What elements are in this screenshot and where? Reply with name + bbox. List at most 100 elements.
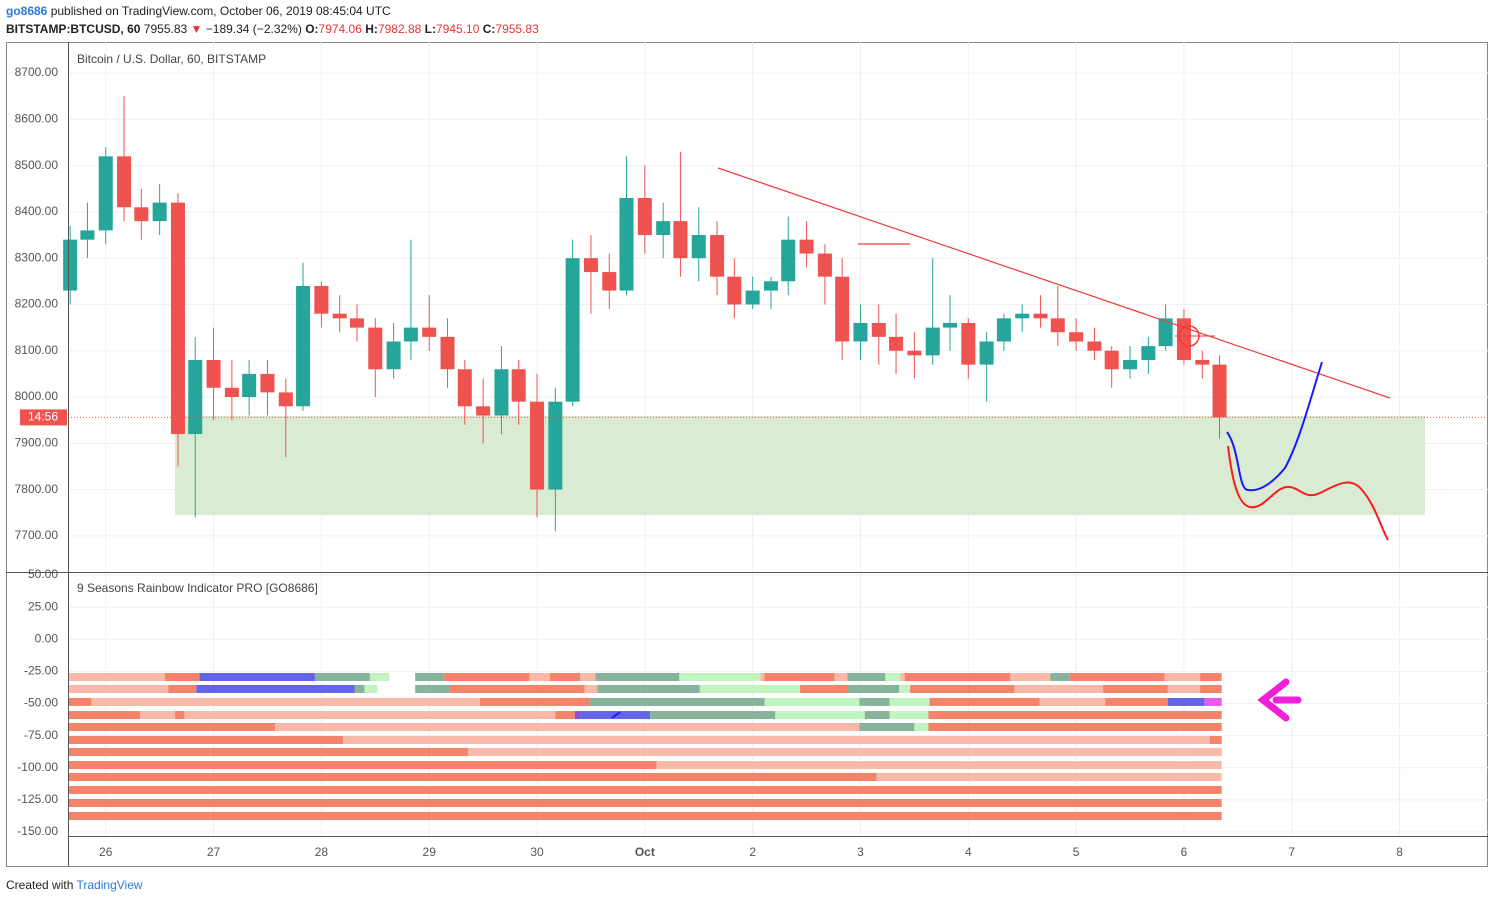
rainbow-segment: [889, 711, 929, 720]
rainbow-segment: [68, 673, 166, 682]
rainbow-segment: [800, 684, 848, 693]
rainbow-segment: [354, 684, 365, 693]
candle-body: [1104, 350, 1119, 370]
rainbow-segment: [1167, 684, 1201, 693]
rainbow-segment: [174, 711, 185, 720]
candle-body: [710, 235, 725, 277]
x-tick-label: 3: [857, 845, 864, 859]
x-tick-label: 8: [1396, 845, 1403, 859]
candle-body: [134, 207, 149, 222]
change: −189.34 (−2.32%): [205, 22, 302, 36]
rainbow-segment: [68, 735, 343, 744]
candle-body: [602, 272, 617, 291]
candle-body: [691, 235, 706, 259]
rainbow-segment: [168, 684, 197, 693]
l: 7945.10: [436, 22, 480, 36]
candle-body: [727, 276, 742, 305]
rainbow-segment: [904, 673, 1011, 682]
rainbow-segment: [68, 798, 1222, 807]
brand[interactable]: TradingView: [76, 878, 143, 892]
x-tick-label: 30: [530, 845, 544, 859]
y-tick-label: 7900.00: [15, 435, 59, 449]
candle-body: [63, 239, 78, 291]
rainbow-segment: [775, 711, 865, 720]
created: Created with: [6, 878, 74, 892]
time-label: 14:56: [28, 410, 58, 424]
x-tick-label: 2: [749, 845, 756, 859]
candle-body: [349, 318, 364, 328]
candle-body: [530, 401, 545, 490]
rainbow-segment: [885, 673, 901, 682]
rainbow-segment: [479, 697, 590, 706]
rainbow-segment: [1200, 684, 1222, 693]
rainbow-segment: [1069, 673, 1165, 682]
rainbow-segment: [68, 811, 1222, 820]
candle-body: [799, 239, 814, 254]
rainbow-segment: [140, 711, 175, 720]
rainbow-segment: [68, 711, 141, 720]
rainbow-segment: [589, 697, 765, 706]
candle-body: [565, 258, 580, 402]
x-tick-label: 28: [315, 845, 329, 859]
candle-body: [907, 350, 922, 356]
forecast-red: [1227, 445, 1389, 541]
pane-title: 9 Seasons Rainbow Indicator PRO [GO8686]: [77, 581, 318, 595]
x-tick-label: 4: [965, 845, 972, 859]
y-tick-label: 8400.00: [15, 204, 59, 218]
candle-body: [961, 322, 976, 365]
chart: Bitcoin / U.S. Dollar, 60, BITSTAMP 9 Se…: [6, 42, 1488, 867]
rainbow-segment: [597, 684, 700, 693]
rainbow-segment: [1103, 684, 1168, 693]
rainbow-segment: [876, 773, 1222, 782]
candle-body: [368, 327, 383, 370]
candle-body: [494, 369, 509, 416]
rainbow-segment: [1039, 697, 1106, 706]
x-tick-label: Oct: [635, 845, 655, 859]
rainbow-segment: [342, 735, 1210, 744]
y-tick-label: -125.00: [17, 792, 58, 806]
candle-body: [1033, 313, 1048, 319]
rainbow-segment: [196, 684, 355, 693]
candle-body: [188, 360, 203, 435]
c-label: C:: [482, 22, 496, 36]
candle-body: [781, 239, 796, 282]
rainbow-segment: [389, 673, 416, 682]
y-tick-label: 50.00: [28, 567, 58, 581]
y-tick-label: 8700.00: [15, 65, 59, 79]
o: 7974.06: [318, 22, 362, 36]
forecast-blue: [1226, 361, 1323, 492]
rainbow-segment: [415, 684, 450, 693]
y-tick-label: -75.00: [24, 728, 58, 742]
rainbow-segment: [415, 673, 445, 682]
y-tick-label: 7800.00: [15, 482, 59, 496]
circle: [1178, 325, 1200, 347]
candle-body: [1212, 364, 1227, 418]
candle-body: [98, 156, 113, 231]
support-zone: [175, 416, 1425, 515]
candle-body: [925, 327, 940, 356]
rainbow-segment: [834, 673, 848, 682]
rainbow-segment: [914, 723, 929, 732]
candle-body: [548, 401, 563, 490]
candle-body: [457, 369, 472, 407]
y-tick-label: 8100.00: [15, 343, 59, 357]
rainbow-segment: [847, 684, 900, 693]
rainbow-segment: [468, 747, 1222, 756]
y-tick-label: 0.00: [35, 631, 59, 645]
pane-title: Bitcoin / U.S. Dollar, 60, BITSTAMP: [77, 52, 266, 66]
rainbow-segment: [165, 673, 200, 682]
rainbow-segment: [699, 684, 801, 693]
h-label: H:: [365, 22, 378, 36]
user[interactable]: go8686: [6, 4, 48, 18]
y-tick-label: -50.00: [24, 696, 58, 710]
rainbow-segment: [68, 785, 1222, 794]
candle-body: [853, 322, 868, 342]
candle-body: [170, 202, 185, 435]
candle-body: [1087, 341, 1102, 351]
candle-body: [80, 230, 95, 240]
candle-body: [583, 258, 598, 273]
candle-body: [278, 392, 293, 407]
candle-body: [422, 327, 437, 337]
candle-body: [440, 336, 455, 370]
